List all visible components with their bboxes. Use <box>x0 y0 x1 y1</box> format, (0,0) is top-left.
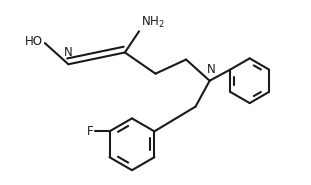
Text: NH$_2$: NH$_2$ <box>142 15 165 30</box>
Text: F: F <box>86 125 93 138</box>
Text: HO: HO <box>25 35 43 48</box>
Text: N: N <box>207 63 215 76</box>
Text: N: N <box>64 46 73 59</box>
